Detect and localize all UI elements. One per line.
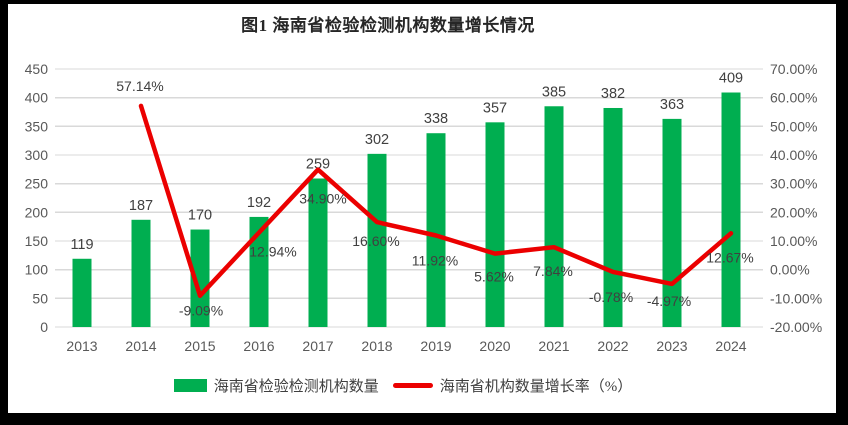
bar-value-label: 363 <box>660 97 684 113</box>
right-axis-tick: 20.00% <box>770 204 817 220</box>
x-axis-label: 2017 <box>302 338 333 354</box>
bar-2021 <box>544 106 564 328</box>
legend-bar-label: 海南省检验检测机构数量 <box>213 378 379 395</box>
left-axis-tick: 450 <box>25 61 49 77</box>
bar-value-label: 187 <box>129 198 153 214</box>
right-axis-tick: 60.00% <box>770 90 817 106</box>
line-point-label: 12.94% <box>249 244 296 260</box>
bar-value-label: 338 <box>424 111 448 127</box>
left-axis-tick: 250 <box>25 176 49 192</box>
line-point-label: -0.78% <box>589 289 633 305</box>
line-point-label: 5.62% <box>474 269 514 285</box>
line-point-label: 11.92% <box>412 252 458 268</box>
left-axis-tick: 50 <box>32 290 48 306</box>
left-axis-tick: 0 <box>40 319 48 335</box>
x-axis-label: 2022 <box>597 338 628 354</box>
right-axis-tick: 30.00% <box>770 176 817 192</box>
x-axis-label: 2013 <box>66 338 97 354</box>
legend-line-label: 海南省机构数量增长率（%） <box>439 378 633 395</box>
left-axis-tick: 350 <box>25 118 49 134</box>
line-point-label: 12.67% <box>706 249 753 265</box>
left-axis-tick: 150 <box>25 233 49 249</box>
left-axis-tick: 100 <box>25 262 49 278</box>
x-axis-label: 2024 <box>715 338 746 354</box>
legend: 海南省检验检测机构数量 海南省机构数量增长率（%） <box>8 374 798 396</box>
left-axis-tick: 400 <box>25 90 49 106</box>
bar-value-label: 409 <box>719 71 743 87</box>
left-axis-tick: 200 <box>25 204 49 220</box>
bar-2018 <box>367 153 387 327</box>
bar-value-label: 192 <box>247 195 271 211</box>
line-point-label: 7.84% <box>533 263 573 279</box>
legend-line-swatch <box>392 382 433 388</box>
right-axis-tick: 10.00% <box>770 233 817 249</box>
right-axis-tick: -10.00% <box>770 290 822 306</box>
right-axis-tick: 50.00% <box>770 118 817 134</box>
bar-value-label: 302 <box>365 132 389 148</box>
bar-value-label: 119 <box>70 237 93 253</box>
bar-2024 <box>721 92 741 327</box>
bar-2020 <box>485 122 505 327</box>
left-axis-tick: 300 <box>25 147 49 163</box>
bar-2019 <box>426 133 446 327</box>
right-axis-tick: 70.00% <box>770 61 817 77</box>
bar-value-label: 357 <box>483 100 507 116</box>
x-axis-label: 2023 <box>656 338 687 354</box>
growth-rate-line <box>138 103 734 298</box>
x-axis-label: 2016 <box>243 338 274 354</box>
bar-2017 <box>308 178 328 327</box>
bar-2013 <box>72 258 92 327</box>
right-axis-tick: -20.00% <box>770 319 822 335</box>
bar-value-label: 385 <box>542 84 566 100</box>
bar-value-label: 170 <box>188 208 212 224</box>
x-axis-label: 2020 <box>479 338 510 354</box>
x-axis-label: 2021 <box>538 338 569 354</box>
bar-2023 <box>662 118 682 327</box>
x-axis-label: 2018 <box>361 338 392 354</box>
line-point-label: -9.09% <box>179 303 223 319</box>
bar-value-label: 259 <box>306 157 330 173</box>
bar-2016 <box>249 216 269 327</box>
x-axis-label: 2014 <box>125 338 156 354</box>
line-point-label: 34.90% <box>299 191 346 207</box>
legend-bar-swatch <box>173 378 207 392</box>
bar-value-label: 382 <box>601 86 625 102</box>
chart-title: 图1 海南省检验检测机构数量增长情况 <box>241 16 535 35</box>
bar-2014 <box>131 219 151 327</box>
right-axis-tick: 0.00% <box>770 262 810 278</box>
line-point-label: 57.14% <box>116 78 163 94</box>
right-axis-tick: 40.00% <box>770 147 817 163</box>
line-point-label: -4.97% <box>647 293 691 309</box>
x-axis-label: 2019 <box>420 338 451 354</box>
chart-canvas <box>8 4 836 413</box>
x-axis-label: 2015 <box>184 338 215 354</box>
bar-2015 <box>190 229 210 327</box>
line-point-label: 16.60% <box>352 233 399 249</box>
